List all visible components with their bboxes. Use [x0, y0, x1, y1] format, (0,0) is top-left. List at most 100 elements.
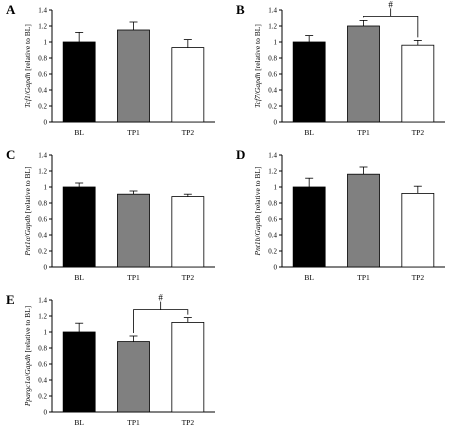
y-label-gene: Tcf1 — [23, 95, 32, 108]
y-tick-label: 0.6 — [38, 361, 47, 369]
x-tick-label: BL — [304, 273, 314, 282]
panel-a: A 0 0.2 0.4 0.6 0.8 1 1.2 1.4 Tcf1/Gapdh [relativ… — [6, 2, 215, 137]
y-label-ref: Gapdh — [253, 72, 262, 93]
y-tick-label: 1 — [274, 184, 278, 192]
panel-b: B 0 0.2 0.4 0.6 0.8 1 1.2 1.4 Tcf7/Gapdh [relativ… — [236, 0, 445, 137]
y-axis-label: Tcf7/Gapdh [relative to BL] — [253, 24, 262, 108]
panel-d: D 0 0.2 0.4 0.6 0.8 1 1.2 1.4 Pnt1b/Gapdh [relati… — [236, 147, 445, 282]
y-tick-label: 0.4 — [38, 87, 47, 95]
y-label-gene: Tcf7 — [253, 95, 262, 108]
y-label-gene: Pnt1α — [23, 236, 32, 256]
y-tick-label: 1.4 — [38, 152, 47, 160]
y-tick-label: 0.8 — [38, 200, 47, 208]
bar-tp1 — [347, 25, 380, 123]
y-tick-label: 0 — [274, 119, 278, 127]
y-tick-label: 0.6 — [38, 216, 47, 224]
y-tick-label: 0.8 — [38, 55, 47, 63]
y-tick-label: 1.4 — [38, 297, 47, 305]
y-tick-label: 0 — [44, 409, 48, 417]
y-tick-label: 0.2 — [38, 393, 47, 401]
x-tick-label: TP2 — [412, 273, 425, 282]
y-label-ref: Gapdh — [23, 354, 32, 375]
y-label-ref: Gapdh — [253, 215, 262, 236]
x-tick-label: TP2 — [182, 273, 195, 282]
y-tick-label: 0.4 — [268, 87, 277, 95]
y-label-sep: / — [23, 374, 32, 377]
y-tick-label: 0.8 — [268, 55, 277, 63]
panel-letter: D — [236, 147, 245, 162]
significance-label: # — [388, 0, 393, 9]
bar-bl — [62, 186, 96, 268]
bar-tp1 — [117, 29, 150, 123]
y-tick-label: 0.2 — [268, 248, 277, 256]
y-tick-label: 0.4 — [38, 232, 47, 240]
y-axis-label: Tcf1/Gapdh [relative to BL] — [23, 24, 32, 108]
y-axis-label: Ppargc1a/Gapdh [relative to BL] — [23, 306, 32, 407]
y-label-gene: Ppargc1a — [23, 377, 32, 408]
panel-letter: A — [6, 2, 16, 17]
significance-bracket — [133, 309, 189, 333]
bar-tp1 — [117, 341, 150, 413]
x-tick-label: BL — [304, 128, 314, 137]
bar-tp2 — [401, 193, 435, 268]
bar-bl — [292, 186, 326, 268]
bar-tp2 — [171, 196, 205, 268]
x-tick-label: TP1 — [357, 128, 370, 137]
y-label-suffix: [relative to BL] — [253, 24, 262, 73]
significance-label: # — [158, 293, 163, 303]
y-tick-label: 0 — [44, 264, 48, 272]
y-label-suffix: [relative to BL] — [23, 24, 32, 73]
x-tick-label: TP2 — [182, 418, 195, 427]
x-tick-label: BL — [74, 128, 84, 137]
bar-bl — [292, 41, 326, 123]
y-tick-label: 1.4 — [268, 152, 277, 160]
y-tick-label: 0.4 — [38, 377, 47, 385]
y-label-gene: Pnt1b — [253, 237, 262, 256]
y-tick-label: 1 — [274, 39, 278, 47]
y-tick-label: 1 — [44, 329, 48, 337]
y-tick-label: 1.4 — [38, 7, 47, 15]
x-tick-label: TP1 — [357, 273, 370, 282]
y-tick-label: 0.8 — [268, 200, 277, 208]
y-axis-label: Pnt1b/Gapdh [relative to BL] — [253, 167, 262, 257]
y-tick-label: 0.4 — [268, 232, 277, 240]
bar-tp1 — [347, 173, 380, 268]
y-label-sep: / — [23, 234, 32, 237]
x-tick-label: BL — [74, 418, 84, 427]
y-tick-label: 0.6 — [268, 71, 277, 79]
y-tick-label: 0 — [44, 119, 48, 127]
y-tick-label: 0.6 — [268, 216, 277, 224]
y-label-suffix: [relative to BL] — [253, 167, 262, 216]
y-label-ref: Gapdh — [23, 215, 32, 236]
y-tick-label: 0 — [274, 264, 278, 272]
y-label-ref: Gapdh — [23, 72, 32, 93]
panel-letter: B — [236, 2, 245, 17]
x-tick-label: TP1 — [127, 273, 140, 282]
y-tick-label: 1.2 — [38, 313, 47, 321]
y-tick-label: 0.2 — [38, 103, 47, 111]
y-tick-label: 0.2 — [268, 103, 277, 111]
y-label-sep: / — [253, 92, 262, 95]
y-label-sep: / — [23, 92, 32, 95]
y-tick-label: 0.8 — [38, 345, 47, 353]
y-tick-label: 0.2 — [38, 248, 47, 256]
y-tick-label: 1.2 — [38, 168, 47, 176]
y-tick-label: 1.2 — [268, 168, 277, 176]
bar-tp2 — [171, 322, 205, 413]
x-tick-label: TP2 — [182, 128, 195, 137]
panel-letter: C — [6, 147, 15, 162]
x-tick-label: TP1 — [127, 418, 140, 427]
y-tick-label: 1 — [44, 184, 48, 192]
x-tick-label: TP1 — [127, 128, 140, 137]
bar-tp2 — [401, 44, 435, 123]
y-label-sep: / — [253, 235, 262, 238]
y-tick-label: 1 — [44, 39, 48, 47]
x-tick-label: BL — [74, 273, 84, 282]
y-axis-label: Pnt1α/Gapdh [relative to BL] — [23, 166, 32, 256]
bar-bl — [62, 41, 96, 123]
x-tick-label: TP2 — [412, 128, 425, 137]
y-tick-label: 1.2 — [38, 23, 47, 31]
bar-tp1 — [117, 193, 150, 268]
y-tick-label: 1.2 — [268, 23, 277, 31]
